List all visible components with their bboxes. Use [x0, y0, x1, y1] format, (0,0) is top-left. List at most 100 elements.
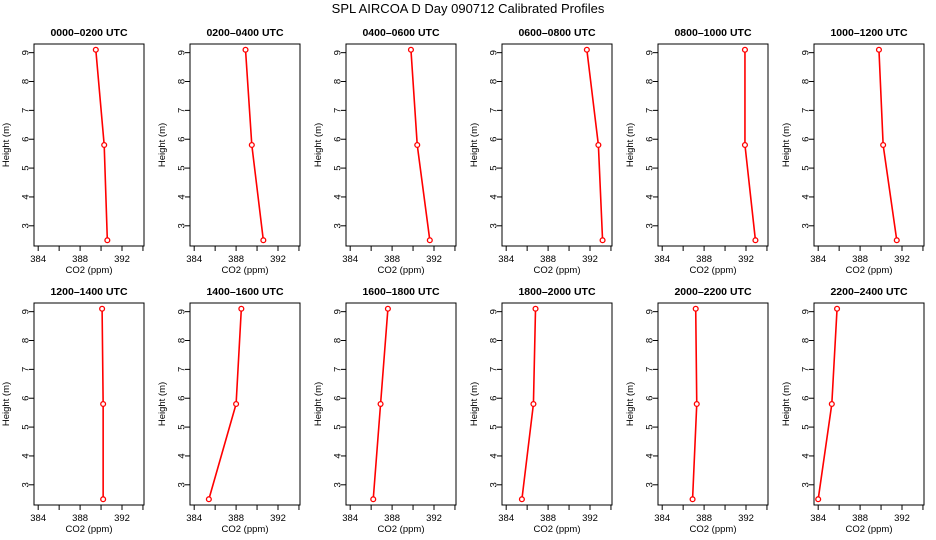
panel-title: 2200–2400 UTC — [830, 286, 907, 298]
panel: 2200–2400 UTC 384 388 392 3 4 5 6 7 8 9 CO2 (ppm) He… — [781, 286, 925, 535]
x-tick-label: 392 — [738, 254, 754, 265]
x-tick-label: 392 — [270, 513, 286, 524]
panel: 0000–0200 UTC 384 388 392 3 4 5 6 7 8 9 CO2 (ppm) He… — [1, 27, 145, 276]
panel-title: 1800–2000 UTC — [518, 286, 595, 298]
panel: 0800–1000 UTC 384 388 392 3 4 5 6 7 8 9 CO2 (ppm) He… — [625, 27, 769, 276]
x-tick-label: 384 — [30, 254, 46, 265]
y-tick-label: 8 — [176, 338, 187, 343]
x-tick-label: 384 — [186, 254, 202, 265]
panel: 1400–1600 UTC 384 388 392 3 4 5 6 7 8 9 CO2 (ppm) He… — [157, 286, 301, 535]
x-tick-label: 388 — [852, 513, 868, 524]
x-tick-label: 388 — [696, 513, 712, 524]
y-tick-label: 3 — [644, 482, 655, 487]
plot-frame — [345, 302, 457, 506]
y-tick-label: 8 — [644, 79, 655, 84]
x-tick-label: 392 — [582, 254, 598, 265]
panel-title: 1600–1800 UTC — [362, 286, 439, 298]
x-axis-label: CO2 (ppm) — [66, 524, 113, 535]
data-point — [828, 400, 835, 408]
panel-title: 2000–2200 UTC — [674, 286, 751, 298]
y-tick-label: 6 — [332, 137, 343, 142]
y-tick-label: 8 — [176, 79, 187, 84]
figure-title: SPL AIRCOA D Day 090712 Calibrated Profi… — [332, 1, 605, 16]
y-tick-label: 9 — [176, 50, 187, 55]
y-tick-label: 4 — [176, 194, 187, 199]
panel-title: 0200–0400 UTC — [206, 27, 283, 39]
data-point — [833, 305, 841, 312]
x-tick-label: 384 — [654, 254, 670, 265]
x-tick-label: 384 — [810, 513, 826, 524]
y-tick-label: 9 — [800, 309, 811, 314]
y-tick-label: 9 — [644, 50, 655, 55]
data-point — [233, 400, 240, 408]
data-point — [99, 305, 106, 312]
data-point — [518, 496, 525, 503]
y-tick-label: 6 — [176, 137, 187, 142]
y-tick-label: 4 — [644, 194, 655, 199]
y-tick-label: 8 — [332, 338, 343, 343]
y-tick-label: 6 — [800, 396, 811, 401]
data-point — [92, 46, 99, 53]
y-tick-label: 9 — [800, 50, 811, 55]
data-point — [583, 46, 590, 53]
panel: 1200–1400 UTC 384 388 392 3 4 5 6 7 8 9 CO2 (ppm) He… — [1, 286, 145, 535]
panel-title: 1200–1400 UTC — [50, 286, 127, 298]
x-axis-label: CO2 (ppm) — [534, 265, 581, 276]
data-point — [880, 141, 887, 149]
y-tick-label: 3 — [800, 482, 811, 487]
y-tick-label: 6 — [20, 137, 31, 142]
y-tick-label: 9 — [332, 50, 343, 55]
panel: 2000–2200 UTC 384 388 392 3 4 5 6 7 8 9 CO2 (ppm) He… — [625, 286, 769, 535]
x-tick-label: 388 — [696, 254, 712, 265]
y-tick-label: 7 — [176, 108, 187, 113]
y-tick-label: 8 — [488, 338, 499, 343]
y-tick-label: 9 — [20, 50, 31, 55]
data-point — [407, 46, 415, 53]
y-tick-label: 3 — [20, 482, 31, 487]
x-axis-label: CO2 (ppm) — [534, 524, 581, 535]
y-tick-label: 6 — [20, 396, 31, 401]
y-tick-label: 3 — [488, 482, 499, 487]
panel: 1000–1200 UTC 384 388 392 3 4 5 6 7 8 9 CO2 (ppm) He… — [781, 27, 925, 276]
x-axis-label: CO2 (ppm) — [378, 524, 425, 535]
x-tick-label: 388 — [540, 513, 556, 524]
y-tick-label: 3 — [332, 482, 343, 487]
x-tick-label: 384 — [30, 513, 46, 524]
panel: 1600–1800 UTC 384 388 392 3 4 5 6 7 8 9 CO2 (ppm) He… — [313, 286, 457, 535]
y-tick-label: 3 — [488, 223, 499, 228]
x-tick-label: 384 — [654, 513, 670, 524]
data-point — [692, 305, 699, 312]
y-tick-label: 9 — [488, 309, 499, 314]
x-tick-label: 388 — [228, 254, 244, 265]
panel: 0200–0400 UTC 384 388 392 3 4 5 6 7 8 9 CO2 (ppm) He… — [157, 27, 301, 276]
x-axis-label: CO2 (ppm) — [222, 524, 269, 535]
y-tick-label: 4 — [800, 453, 811, 458]
y-tick-label: 4 — [176, 453, 187, 458]
data-point — [370, 496, 377, 503]
plot-frame — [501, 43, 613, 247]
panel-title: 0000–0200 UTC — [50, 27, 127, 39]
y-axis-label: Height (m) — [157, 382, 168, 426]
plot-frame — [657, 43, 769, 247]
x-tick-label: 388 — [72, 254, 88, 265]
y-tick-label: 6 — [644, 137, 655, 142]
data-point — [595, 141, 602, 149]
x-tick-label: 384 — [498, 513, 514, 524]
y-axis-label: Height (m) — [469, 382, 480, 426]
x-tick-label: 392 — [894, 513, 910, 524]
x-axis-label: CO2 (ppm) — [222, 265, 269, 276]
data-point — [875, 46, 883, 53]
plot-frame — [345, 43, 457, 247]
data-point — [377, 400, 384, 408]
y-tick-label: 5 — [20, 165, 31, 170]
plot-frame — [33, 43, 145, 247]
y-tick-label: 8 — [488, 79, 499, 84]
data-point — [414, 141, 421, 149]
y-tick-label: 9 — [176, 309, 187, 314]
x-tick-label: 392 — [114, 513, 130, 524]
y-tick-label: 8 — [332, 79, 343, 84]
y-tick-label: 4 — [332, 194, 343, 199]
y-tick-label: 9 — [20, 309, 31, 314]
data-point — [426, 237, 433, 244]
